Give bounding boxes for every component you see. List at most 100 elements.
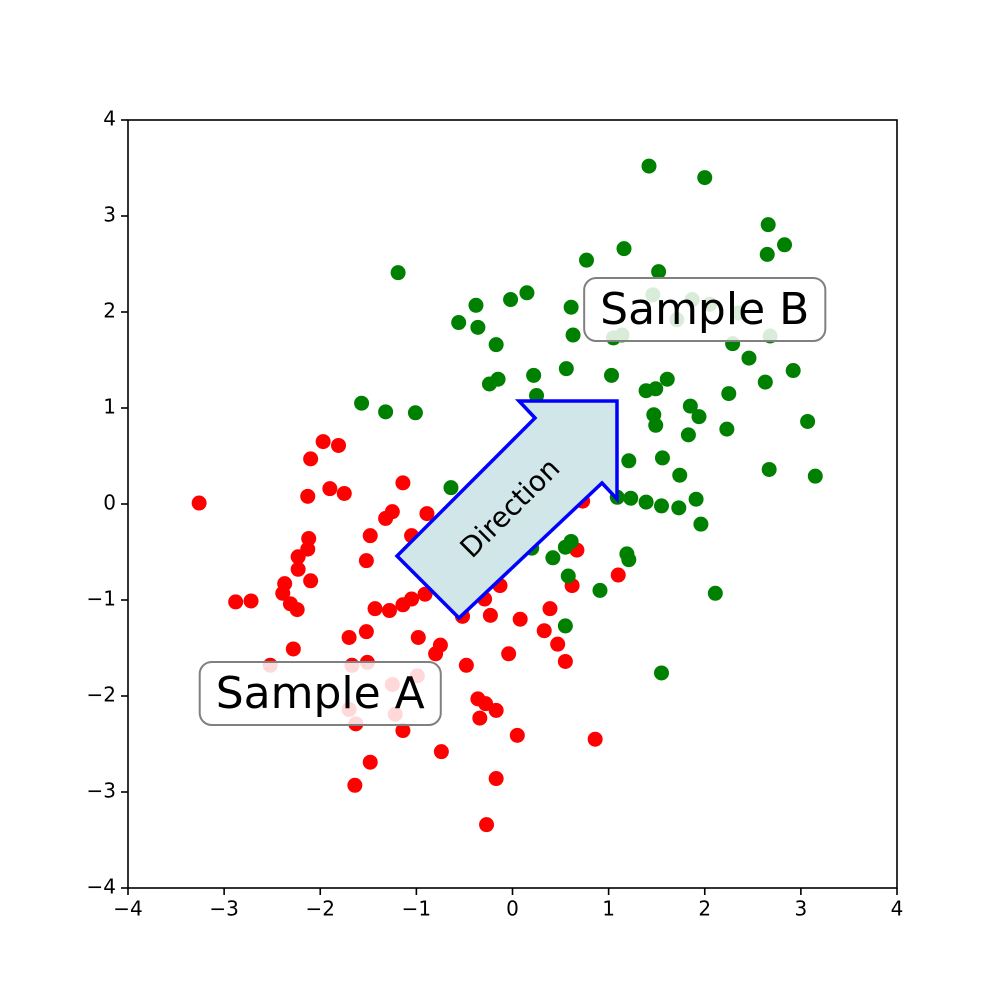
point xyxy=(760,217,776,233)
point xyxy=(384,504,400,520)
point xyxy=(761,461,777,477)
point xyxy=(243,593,259,609)
point xyxy=(290,549,306,565)
point xyxy=(322,481,338,497)
point xyxy=(579,252,595,268)
point xyxy=(228,594,244,610)
point xyxy=(519,285,535,301)
point xyxy=(275,585,291,601)
point xyxy=(550,636,566,652)
y-tick-label: 2 xyxy=(103,299,116,323)
point xyxy=(395,475,411,491)
point xyxy=(458,657,474,673)
point xyxy=(367,601,383,617)
point xyxy=(407,405,423,421)
point xyxy=(347,777,363,793)
point xyxy=(428,646,444,662)
point xyxy=(331,437,347,453)
point xyxy=(671,500,687,516)
point xyxy=(557,618,573,634)
point xyxy=(482,607,498,623)
point xyxy=(410,629,426,645)
point xyxy=(488,702,504,718)
point xyxy=(526,367,542,383)
point xyxy=(545,550,561,566)
point xyxy=(621,552,637,568)
point xyxy=(490,371,506,387)
point xyxy=(616,241,632,257)
point xyxy=(354,395,370,411)
point xyxy=(470,319,486,335)
point xyxy=(557,653,573,669)
direction-arrow xyxy=(394,399,619,621)
point xyxy=(472,710,488,726)
point xyxy=(688,491,704,507)
point xyxy=(691,409,707,425)
point xyxy=(653,498,669,514)
x-tick-label: 3 xyxy=(795,897,808,921)
point xyxy=(648,417,664,433)
point xyxy=(759,246,775,262)
point xyxy=(741,350,757,366)
point xyxy=(757,374,773,390)
point xyxy=(610,567,626,583)
sample-label: Sample A xyxy=(198,661,442,726)
point xyxy=(512,611,528,627)
sample-label-text: Sample A xyxy=(216,668,425,719)
point xyxy=(638,494,654,510)
point xyxy=(707,585,723,601)
point xyxy=(303,451,319,467)
point xyxy=(659,371,675,387)
x-tick-label: −2 xyxy=(306,897,335,921)
point xyxy=(563,299,579,315)
y-tick-label: −3 xyxy=(87,779,116,803)
point xyxy=(358,553,374,569)
point xyxy=(693,516,709,532)
x-tick-label: 2 xyxy=(698,897,711,921)
point xyxy=(404,591,420,607)
x-tick-label: 1 xyxy=(602,897,615,921)
point xyxy=(604,367,620,383)
point xyxy=(721,386,737,402)
y-tick-label: −2 xyxy=(87,683,116,707)
y-tick-label: 0 xyxy=(103,491,116,515)
point xyxy=(362,754,378,770)
point xyxy=(785,363,801,379)
sample-label-text: Sample B xyxy=(600,284,809,335)
point xyxy=(358,624,374,640)
point xyxy=(641,158,657,174)
point xyxy=(587,731,603,747)
point xyxy=(503,292,519,308)
point xyxy=(191,495,207,511)
x-tick-label: −1 xyxy=(402,897,431,921)
label-box xyxy=(198,661,442,726)
x-tick-label: −3 xyxy=(209,897,238,921)
point xyxy=(290,561,306,577)
y-tick-label: 3 xyxy=(103,203,116,227)
plot-points xyxy=(191,158,823,833)
point xyxy=(621,453,637,469)
x-tick-label: 0 xyxy=(506,897,519,921)
point xyxy=(648,381,664,397)
point xyxy=(300,488,316,504)
point xyxy=(381,603,397,619)
x-tick-label: 4 xyxy=(891,897,904,921)
y-tick-label: −1 xyxy=(87,587,116,611)
point xyxy=(697,170,713,186)
point xyxy=(303,573,319,589)
point xyxy=(417,586,433,602)
point xyxy=(419,506,435,522)
point xyxy=(479,817,495,833)
y-tick-label: 4 xyxy=(103,107,116,131)
point xyxy=(565,327,581,343)
point xyxy=(536,623,552,639)
point xyxy=(451,315,467,331)
point xyxy=(501,646,517,662)
point xyxy=(488,337,504,353)
point xyxy=(680,427,696,443)
point xyxy=(653,665,669,681)
point xyxy=(682,398,698,414)
y-tick-label: −4 xyxy=(87,875,116,899)
point xyxy=(560,568,576,584)
